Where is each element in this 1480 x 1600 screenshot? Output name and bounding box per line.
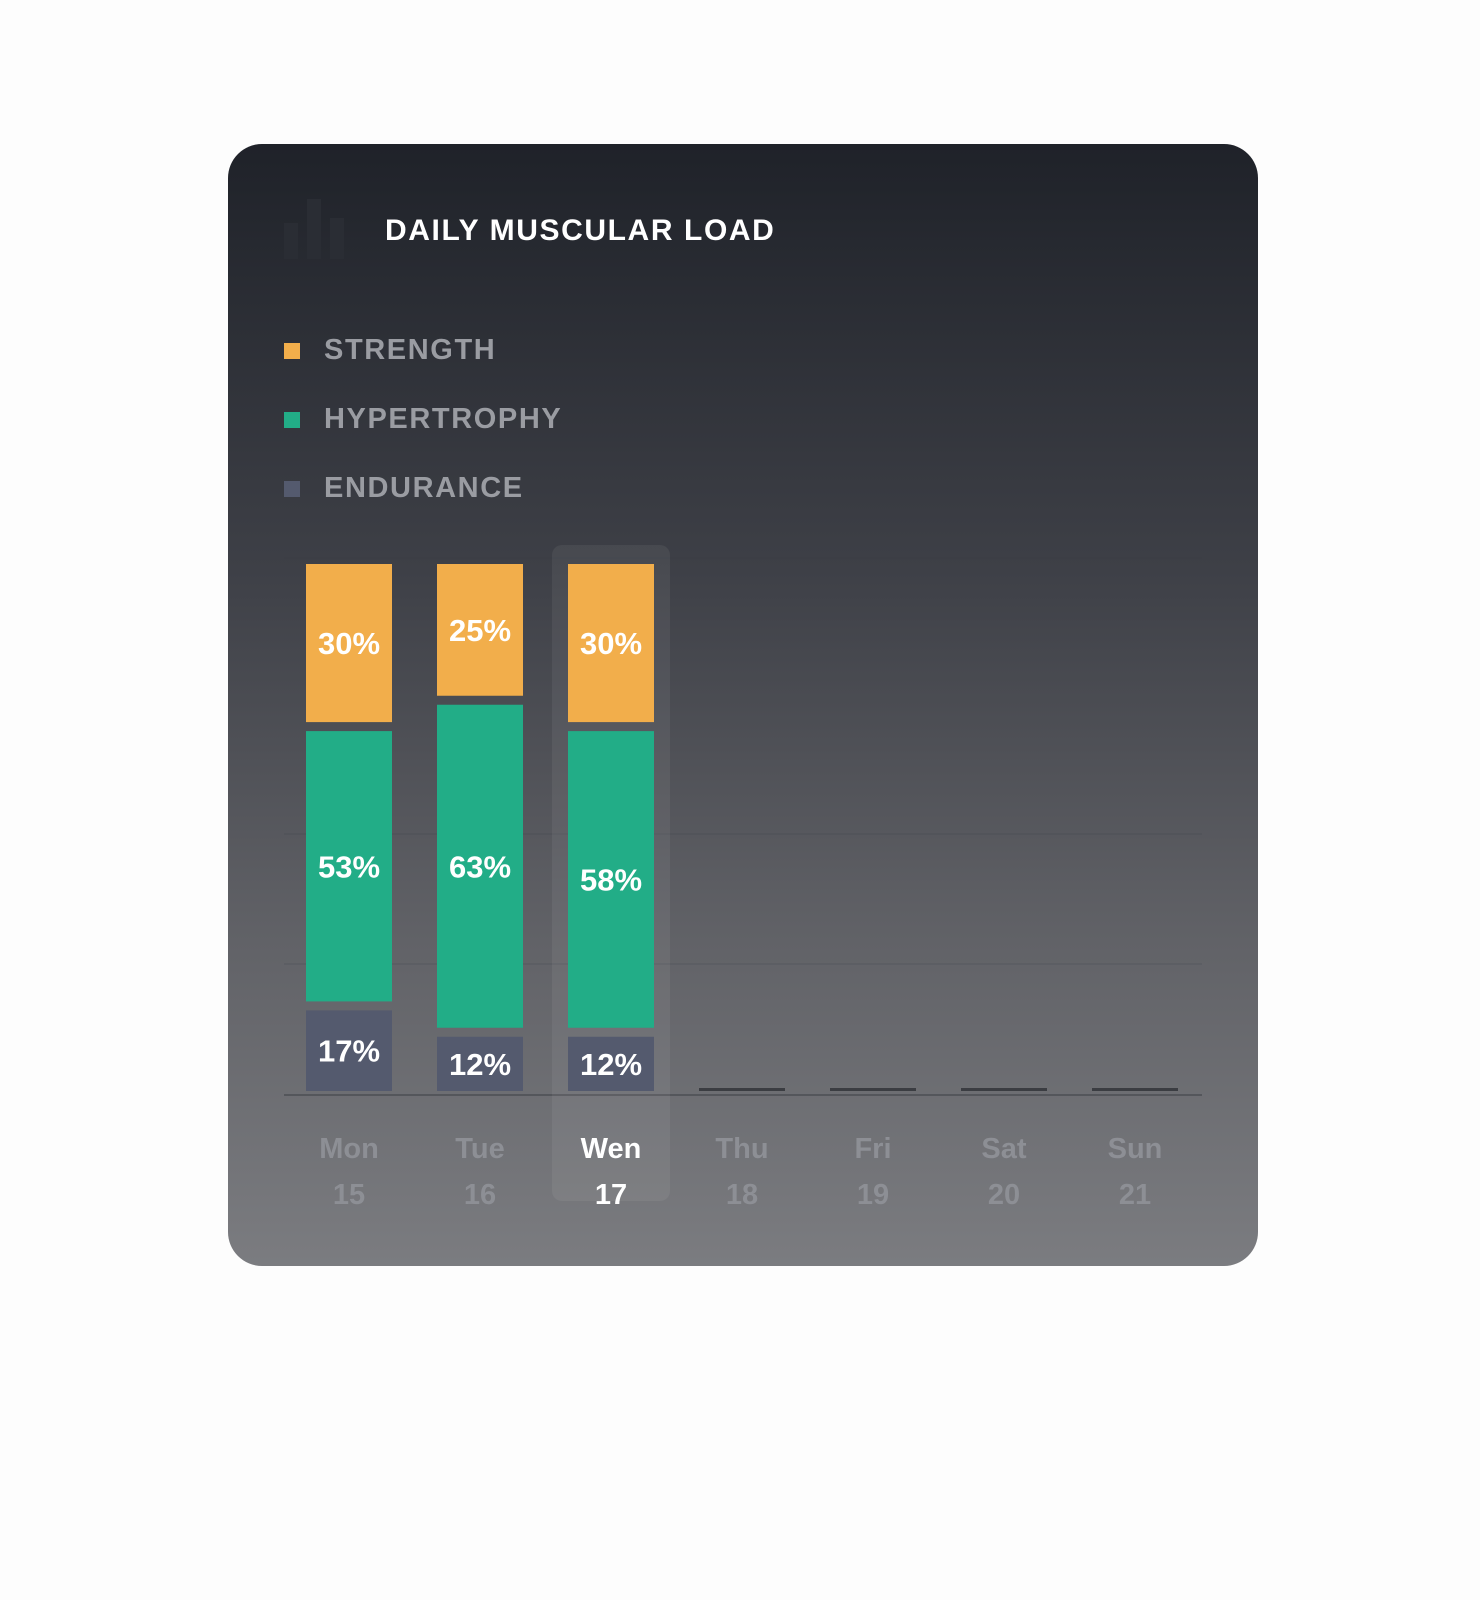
empty-bar-sat xyxy=(961,1088,1047,1091)
legend-label-strength: STRENGTH xyxy=(324,334,497,366)
value-label-endurance-wen: 12% xyxy=(580,1047,642,1082)
day-label-fri: Fri xyxy=(854,1133,891,1165)
value-label-strength-wen: 30% xyxy=(580,626,642,661)
date-label-wen: 17 xyxy=(595,1179,627,1211)
legend-label-endurance: ENDURANCE xyxy=(324,472,524,504)
bar-segment-endurance-tue xyxy=(437,1036,523,1091)
bar-segment-strength-tue xyxy=(437,564,523,696)
day-label-wen: Wen xyxy=(581,1133,642,1165)
day-label-thu: Thu xyxy=(715,1133,768,1165)
legend-label-hypertrophy: HYPERTROPHY xyxy=(324,403,563,435)
value-label-strength-tue: 25% xyxy=(449,613,511,648)
date-label-sat: 20 xyxy=(988,1179,1020,1211)
value-label-hypertrophy-mon: 53% xyxy=(318,849,380,884)
value-label-strength-mon: 30% xyxy=(318,626,380,661)
date-label-fri: 19 xyxy=(857,1179,889,1211)
bar-segment-hypertrophy-tue xyxy=(437,704,523,1028)
empty-bar-sun xyxy=(1092,1088,1178,1091)
legend-item-hypertrophy: HYPERTROPHY xyxy=(284,385,562,454)
legend-item-endurance: ENDURANCE xyxy=(284,454,562,523)
date-label-mon: 15 xyxy=(333,1179,365,1211)
value-label-endurance-mon: 17% xyxy=(318,1034,380,1069)
value-label-hypertrophy-wen: 58% xyxy=(580,862,642,897)
chart-legend: STRENGTH HYPERTROPHY ENDURANCE xyxy=(284,316,562,523)
date-label-thu: 18 xyxy=(726,1179,758,1211)
stacked-bar-chart: 17% 53% 30% Mon 15 12% 63% 25% Tue 16 12% 58% 30% Wen… xyxy=(284,545,1202,1211)
bar-segment-endurance-mon xyxy=(306,1010,392,1091)
legend-swatch-endurance xyxy=(284,480,300,497)
legend-item-strength: STRENGTH xyxy=(284,316,562,385)
bar-segment-strength-mon xyxy=(306,564,392,723)
bar-segment-hypertrophy-wen xyxy=(568,731,654,1028)
value-label-endurance-tue: 12% xyxy=(449,1047,511,1082)
muscular-load-card: DAILY MUSCULAR LOAD STRENGTH HYPERTROPHY… xyxy=(228,144,1258,1266)
bar-segment-strength-wen xyxy=(568,564,654,723)
card-title: DAILY MUSCULAR LOAD xyxy=(385,214,776,247)
day-label-sat: Sat xyxy=(981,1133,1026,1165)
day-label-sun: Sun xyxy=(1108,1133,1163,1165)
bar-segment-hypertrophy-mon xyxy=(306,731,392,1002)
empty-bar-fri xyxy=(830,1088,916,1091)
day-label-tue: Tue xyxy=(455,1133,504,1165)
date-label-sun: 21 xyxy=(1119,1179,1151,1211)
date-label-tue: 16 xyxy=(464,1179,496,1211)
empty-bar-thu xyxy=(699,1088,785,1091)
legend-swatch-hypertrophy xyxy=(284,411,300,428)
legend-swatch-strength xyxy=(284,342,300,359)
value-label-hypertrophy-tue: 63% xyxy=(449,849,511,884)
day-label-mon: Mon xyxy=(319,1133,379,1165)
bar-chart-icon xyxy=(284,199,344,259)
bar-segment-endurance-wen xyxy=(568,1036,654,1091)
